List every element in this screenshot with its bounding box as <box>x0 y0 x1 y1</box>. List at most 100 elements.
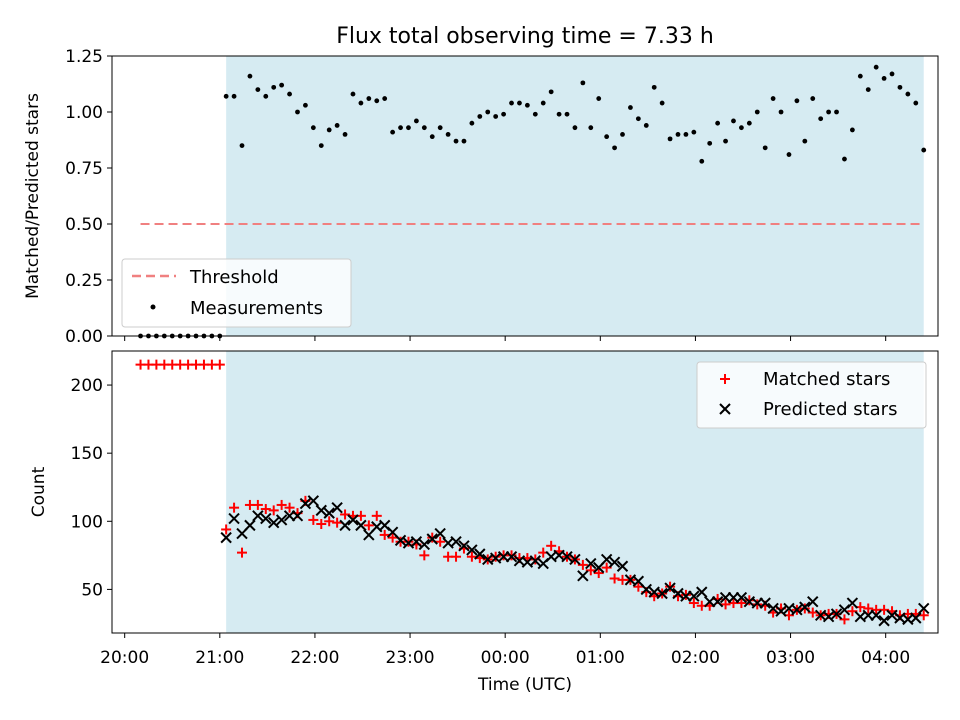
matched-star-point <box>252 499 263 510</box>
predicted-star-point <box>275 514 288 526</box>
measurement-point <box>374 98 380 104</box>
measurement-point <box>540 100 546 106</box>
measurement-point <box>580 80 586 86</box>
measurement-point <box>493 114 499 119</box>
matched-star-point <box>308 514 319 525</box>
matched-star-point <box>839 614 850 625</box>
matched-star-point <box>332 517 343 528</box>
x-tick-label: 02:00 <box>671 648 720 668</box>
measurement-point <box>810 96 816 101</box>
top-x-ticks <box>124 336 887 341</box>
matched-star-point <box>847 606 858 617</box>
measurement-point <box>659 100 665 106</box>
measurement-point <box>596 96 602 101</box>
matched-star-point <box>268 505 279 516</box>
predicted-star-point <box>331 501 343 514</box>
top-plot-frame <box>111 55 939 337</box>
predicted-star-point <box>775 605 787 617</box>
measurement-point <box>532 111 538 117</box>
matched-star-point <box>736 598 747 609</box>
predicted-star-point <box>688 590 700 602</box>
matched-star-point <box>229 502 240 513</box>
measurement-point <box>635 116 641 122</box>
x-axis-label: Time (UTC) <box>477 675 572 695</box>
predicted-star-point <box>696 586 708 598</box>
measurement-point <box>731 118 736 124</box>
top-legend-box <box>121 258 352 328</box>
predicted-star-point <box>807 595 819 608</box>
measurement-point <box>802 138 808 144</box>
measurement-point <box>334 123 340 128</box>
bottom-panel: 50 100 150 200 20:00 21:00 22:00 23:00 00:00 01:… <box>29 350 939 695</box>
measurement-point <box>413 118 419 124</box>
measurement-point <box>231 93 237 99</box>
measurement-point <box>485 109 491 115</box>
measurement-point <box>390 129 396 135</box>
matched-star-point <box>284 502 295 513</box>
measurement-point <box>794 98 800 104</box>
legend-matched-label: Matched stars <box>763 369 890 390</box>
predicted-star-point <box>347 514 359 526</box>
matched-star-point <box>387 532 398 543</box>
measurement-point <box>437 125 443 131</box>
matched-star-point <box>214 359 225 370</box>
matched-star-point <box>237 547 248 558</box>
measurement-point <box>382 96 388 101</box>
measurement-point <box>548 89 554 95</box>
bottom-y-axis-label: Count <box>29 466 49 517</box>
measurement-point <box>469 120 475 126</box>
predicted-star-point <box>830 608 843 620</box>
x-tick-label: 04:00 <box>861 648 910 668</box>
y-tick-label: 150 <box>71 444 103 464</box>
x-tick-label: 00:00 <box>481 648 530 668</box>
measurement-point <box>881 76 887 81</box>
predicted-star-point <box>711 595 724 608</box>
measurement-point <box>897 84 903 90</box>
measurement-point <box>834 109 839 115</box>
predicted-star-point <box>791 604 803 616</box>
predicted-star-point <box>600 553 613 566</box>
matched-star-point <box>633 581 644 592</box>
measurement-point <box>905 91 911 97</box>
measurement-point <box>691 129 697 135</box>
matched-star-point <box>807 607 818 618</box>
measurement-point <box>675 132 681 137</box>
measurement-point <box>453 138 459 144</box>
predicted-star-point <box>299 497 312 510</box>
legend-predicted-label: Predicted stars <box>763 399 897 420</box>
measurement-point <box>501 111 506 117</box>
bottom-y-axis: 50 100 150 200 <box>71 376 112 600</box>
x-tick-label: 23:00 <box>386 648 435 668</box>
predicted-star-point <box>291 510 304 522</box>
measurement-point <box>739 125 744 131</box>
predicted-star-point <box>561 551 573 563</box>
predicted-star-point <box>228 512 240 525</box>
predicted-star-point <box>577 570 589 582</box>
predicted-star-point <box>244 519 256 532</box>
predicted-star-point <box>458 540 470 552</box>
measurement-point <box>366 96 372 101</box>
measurement-point <box>723 138 728 144</box>
top-legend: Threshold Measurements <box>121 258 352 328</box>
predicted-star-point <box>910 612 922 624</box>
predicted-star-point <box>846 597 859 609</box>
matched-star-point <box>688 598 699 609</box>
bottom-x-axis: 20:00 21:00 22:00 23:00 00:00 01:00 02:00 03:00… <box>100 633 910 668</box>
matched-star-point <box>863 603 874 614</box>
measurement-point <box>572 125 578 131</box>
measurement-point <box>279 82 285 88</box>
predicted-star-point <box>252 510 264 522</box>
predicted-star-point <box>656 587 668 600</box>
measurement-point <box>620 132 625 137</box>
measurement-point <box>921 147 927 153</box>
measurement-point <box>271 84 277 90</box>
matched-star-point <box>340 509 351 520</box>
predicted-star-point <box>466 544 478 556</box>
legend-predicted-swatch <box>719 403 731 415</box>
measurement-point <box>398 125 403 131</box>
matched-star-point <box>879 604 890 615</box>
top-panel: 0.00 0.25 0.50 0.75 1.00 1.25 Matched/Predict… <box>23 47 939 347</box>
matched-star-point <box>593 568 604 579</box>
matched-star-point <box>466 551 477 562</box>
